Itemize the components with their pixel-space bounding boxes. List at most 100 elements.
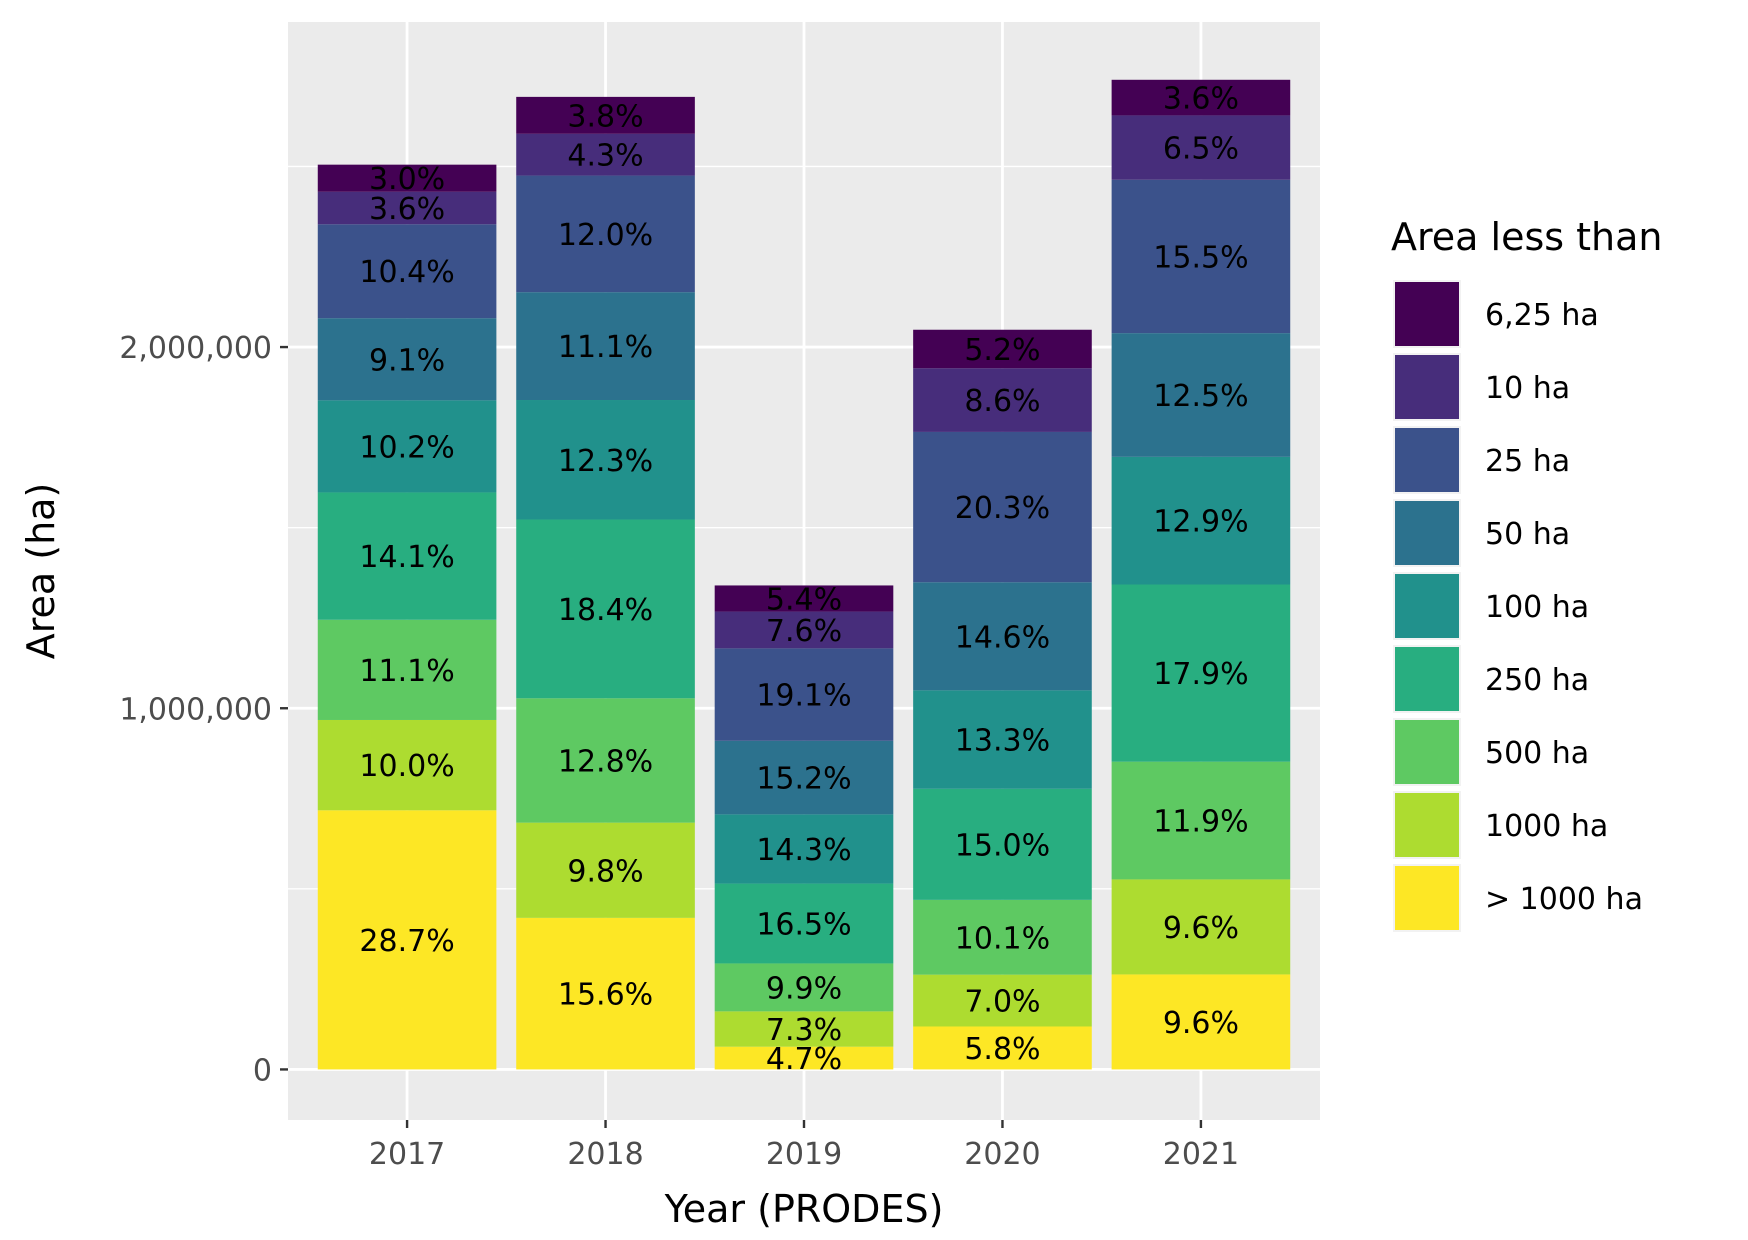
- segment-label: 19.1%: [756, 679, 851, 714]
- bar-segment: [714, 648, 894, 741]
- bar-segment: [714, 611, 894, 649]
- segment-label: 28.7%: [359, 924, 454, 959]
- segment-label: 15.6%: [558, 978, 653, 1013]
- segment-label: 9.1%: [369, 343, 445, 378]
- segment-label: 12.8%: [558, 744, 653, 779]
- segment-label: 14.3%: [756, 833, 851, 868]
- bar-segment: [516, 175, 695, 293]
- legend-label: 25 ha: [1485, 444, 1570, 479]
- legend-label: 10 ha: [1485, 371, 1570, 406]
- bars: [317, 79, 1291, 1070]
- legend-label: 100 ha: [1485, 590, 1589, 625]
- legend-swatch: [1395, 428, 1459, 492]
- segment-label: 9.6%: [1163, 1006, 1239, 1041]
- segment-label: 7.6%: [766, 614, 842, 649]
- segment-label: 5.8%: [964, 1032, 1040, 1067]
- bar-segment: [317, 224, 497, 319]
- legend-label: 250 ha: [1485, 663, 1589, 698]
- segment-label: 12.9%: [1153, 505, 1248, 540]
- bar-segment: [913, 974, 1092, 1027]
- legend-swatch: [1395, 647, 1459, 711]
- legend-label: 6,25 ha: [1485, 298, 1599, 333]
- segment-label: 14.1%: [359, 540, 454, 575]
- segment-label: 9.8%: [567, 854, 643, 889]
- x-tick-label: 2017: [369, 1137, 445, 1172]
- legend-label: 1000 ha: [1485, 809, 1608, 844]
- bar-segment: [714, 1046, 894, 1070]
- bar-segment: [317, 619, 497, 720]
- bar-segment: [913, 690, 1092, 789]
- segment-label: 15.0%: [955, 828, 1050, 863]
- bar-segment: [516, 400, 695, 520]
- bar-segment: [714, 883, 894, 964]
- segment-label: 13.3%: [955, 724, 1050, 759]
- bar-segment: [1111, 333, 1291, 457]
- segment-label: 15.2%: [756, 762, 851, 797]
- x-axis-title: Year (PRODES): [664, 1187, 944, 1231]
- segment-label: 14.6%: [955, 620, 1050, 655]
- segment-label: 7.3%: [766, 1013, 842, 1048]
- bar-segment: [913, 329, 1092, 369]
- bar-segment: [714, 740, 894, 815]
- segment-label: 16.5%: [756, 908, 851, 943]
- bar-segment: [1111, 115, 1291, 180]
- segment-label: 5.4%: [766, 583, 842, 618]
- bar-segment: [913, 582, 1092, 691]
- bar-segment: [317, 719, 497, 811]
- segment-label: 3.6%: [369, 192, 445, 227]
- legend-swatch: [1395, 355, 1459, 419]
- bar-segment: [516, 133, 695, 176]
- segment-label: 8.6%: [964, 384, 1040, 419]
- segment-label: 10.0%: [359, 749, 454, 784]
- segment-label: 20.3%: [955, 491, 1050, 526]
- segment-label: 9.9%: [766, 971, 842, 1006]
- segment-label: 12.5%: [1153, 379, 1248, 414]
- segment-label: 10.1%: [955, 921, 1050, 956]
- segment-label: 12.0%: [558, 218, 653, 253]
- bar-segment: [714, 1011, 894, 1047]
- x-tick-label: 2021: [1163, 1137, 1239, 1172]
- bar-segment: [714, 963, 894, 1012]
- segment-label: 15.5%: [1153, 240, 1248, 275]
- bar-segment: [1111, 584, 1291, 762]
- y-tick-label: 0: [253, 1053, 272, 1088]
- bar-segment: [516, 917, 695, 1070]
- segment-label: 17.9%: [1153, 657, 1248, 692]
- segment-label: 10.4%: [359, 255, 454, 290]
- bar-segment: [1111, 79, 1291, 116]
- segment-label: 4.7%: [766, 1042, 842, 1077]
- bar-segment: [913, 431, 1092, 583]
- bar-segment: [714, 585, 894, 612]
- segment-label: 11.9%: [1153, 805, 1248, 840]
- segment-label: 6.5%: [1163, 132, 1239, 167]
- segment-label: 12.3%: [558, 444, 653, 479]
- legend-swatch: [1395, 574, 1459, 638]
- axes: 0 1,000,000 2,000,000 2017 2018 2019 2020 2021: [119, 331, 1239, 1172]
- bar-segment: [516, 96, 695, 134]
- bar-segment: [913, 899, 1092, 975]
- segment-label: 10.2%: [359, 430, 454, 465]
- x-tick-label: 2020: [964, 1137, 1040, 1172]
- x-tick-label: 2018: [567, 1137, 643, 1172]
- segment-label: 4.3%: [567, 139, 643, 174]
- legend-swatch: [1395, 793, 1459, 857]
- bar-segment: [1111, 179, 1291, 334]
- y-axis-title: Area (ha): [19, 483, 63, 660]
- y-tick-label: 1,000,000: [119, 692, 272, 727]
- segment-label: 18.4%: [558, 593, 653, 628]
- legend-swatch: [1395, 866, 1459, 930]
- bar-segment: [317, 810, 497, 1070]
- segment-label: 5.2%: [964, 333, 1040, 368]
- segment-label: 3.8%: [567, 99, 643, 134]
- segment-label: 3.0%: [369, 162, 445, 197]
- bar-segment: [317, 492, 497, 620]
- legend-label: 50 ha: [1485, 517, 1570, 552]
- bar-segment: [516, 519, 695, 699]
- bar-segment: [913, 788, 1092, 900]
- bar-segment: [1111, 761, 1291, 880]
- segment-label: 9.6%: [1163, 911, 1239, 946]
- bar-segment: [516, 698, 695, 823]
- segment-label: 11.1%: [359, 654, 454, 689]
- bar-segment: [913, 1026, 1092, 1070]
